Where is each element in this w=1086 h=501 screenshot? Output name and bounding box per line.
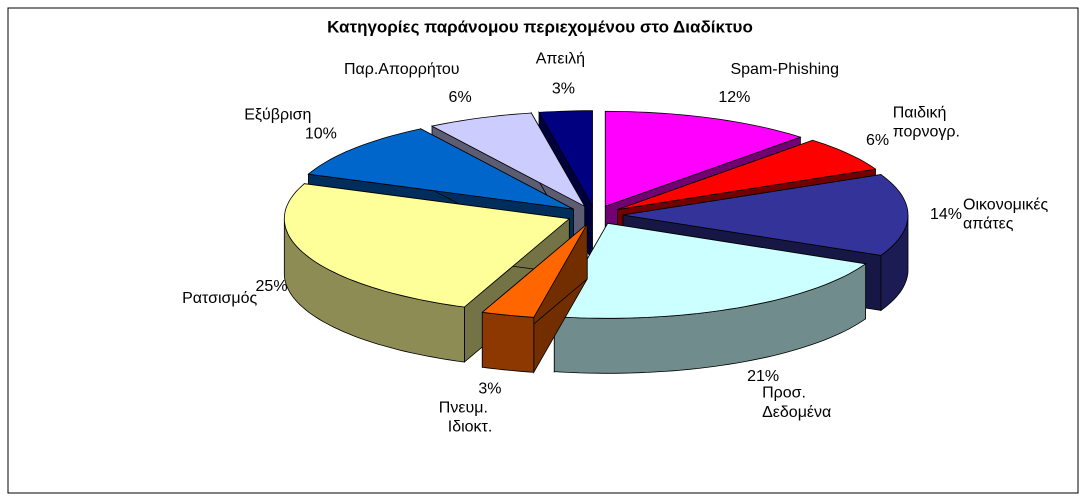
- slice-top: [553, 222, 867, 319]
- category-label: Εξύβριση: [244, 107, 311, 124]
- slice-top: [283, 183, 571, 308]
- slice-top: [307, 128, 574, 210]
- slice-top: [604, 110, 802, 207]
- data-label: 10%: [305, 126, 337, 143]
- category-label: Ρατσισμός: [182, 290, 257, 307]
- category-label: Οικονομικές απάτες: [963, 197, 1053, 233]
- data-label: 25%: [256, 278, 288, 295]
- data-label: 3%: [552, 80, 575, 97]
- chart-title: Κατηγορίες παράνομου περιεχομένου στο Δι…: [327, 17, 753, 36]
- category-label: Παιδική πορνογρ.: [893, 105, 960, 141]
- data-label: 6%: [449, 89, 472, 106]
- data-label: 21%: [747, 368, 779, 385]
- slice-top: [538, 110, 593, 208]
- category-label: Spam-Phishing: [730, 61, 839, 78]
- data-label: 3%: [478, 380, 501, 397]
- pie-slice: [481, 222, 588, 374]
- category-label: Προσ. Δεδομένα: [762, 385, 831, 421]
- category-label: Απειλή: [536, 51, 585, 68]
- data-label: 6%: [866, 132, 889, 149]
- data-label: 14%: [930, 206, 962, 223]
- category-label: Πνευμ. Ιδιοκτ.: [439, 400, 493, 436]
- slice-outer-wall: [481, 311, 535, 373]
- slice-top: [430, 112, 586, 208]
- slice-top: [481, 223, 588, 318]
- data-label: 12%: [718, 89, 750, 106]
- slice-top: [622, 174, 909, 256]
- category-label: Παρ.Απορρήτου: [344, 61, 460, 78]
- slice-top: [617, 139, 877, 210]
- pie-slice: [553, 221, 867, 374]
